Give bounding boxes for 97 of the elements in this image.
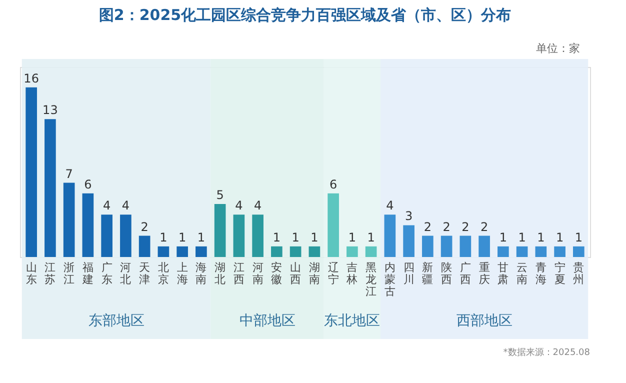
band-label: 东部地区 [88,313,144,329]
band-label: 西部地区 [456,313,512,329]
bar [498,246,509,257]
x-tick-label: 广西 [460,261,471,286]
data-label: 2 [462,220,470,234]
bar [440,236,452,257]
x-tick-label: 北京 [158,261,169,286]
data-label: 1 [574,230,582,244]
x-tick-label: 新疆 [422,261,434,286]
bar [63,182,75,257]
bar [233,214,245,257]
data-label: 5 [216,188,224,202]
bar [271,246,282,257]
data-label: 16 [24,71,39,86]
data-label: 2 [140,220,148,234]
data-label: 4 [254,198,262,213]
bar [478,236,490,257]
bar [44,119,56,257]
x-tick-label: 广东 [101,261,112,286]
bar [308,246,320,257]
bar [516,246,528,257]
bar [365,246,377,257]
chart-subtitle: 单位：家 [536,42,580,55]
data-label: 1 [499,230,507,244]
data-label: 6 [84,177,92,192]
x-tick-label: 甘肃 [498,261,509,286]
bar [196,246,207,257]
bar [384,214,396,257]
data-label: 1 [348,230,356,244]
data-label: 7 [65,166,73,181]
x-tick-label: 黑龙江 [366,261,377,298]
x-tick-label: 海南 [196,261,207,286]
data-label: 4 [122,198,130,213]
data-label: 4 [235,198,243,213]
bar [573,246,584,257]
bar [252,214,264,257]
x-tick-label: 辽宁 [328,261,339,286]
bar [403,225,414,257]
bar [26,87,37,257]
chart-title: 图2：2025化工园区综合竞争力百强区域及省（市、区）分布 [98,6,512,24]
x-tick-label: 上海 [176,261,188,286]
bar [120,214,132,257]
data-label: 2 [424,220,432,234]
x-tick-label: 青海 [535,261,546,286]
data-label: 4 [103,198,111,213]
data-label: 2 [442,220,450,234]
x-tick-label: 贵州 [573,261,584,286]
bar [460,236,472,257]
x-tick-label: 山东 [26,261,37,286]
x-tick-label: 宁夏 [554,261,566,286]
x-tick-label: 福建 [81,261,94,286]
data-label: 3 [404,209,413,224]
x-tick-label: 陕西 [441,261,452,286]
data-label: 13 [42,103,58,118]
bar [158,246,170,257]
bar [346,246,358,257]
x-tick-label: 安徽 [271,261,282,286]
data-label: 1 [518,230,526,244]
x-tick-label: 浙江 [64,261,75,286]
data-label: 1 [197,230,206,244]
x-tick-label: 重庆 [478,261,490,286]
data-label: 1 [160,230,168,244]
bar [176,246,188,257]
x-tick-label: 江西 [233,261,244,286]
bar [82,193,94,257]
bar [138,236,150,257]
data-label: 1 [292,230,300,244]
x-tick-label: 四川 [403,261,414,286]
x-tick-label: 江苏 [44,261,56,286]
data-label: 1 [310,230,318,244]
band-label: 东北地区 [324,313,380,329]
bar [422,236,434,257]
data-label: 1 [178,230,186,244]
x-tick-label: 湖南 [308,261,320,286]
data-label: 1 [367,230,375,244]
bar [554,246,566,257]
data-label: 1 [556,230,564,244]
bar [214,204,226,257]
x-tick-label: 河北 [120,261,132,286]
x-tick-label: 湖北 [214,261,226,286]
data-label: 1 [537,230,545,244]
x-tick-label: 吉林 [346,261,358,286]
text: *数据来源：2025.08 [503,347,590,358]
data-label: 6 [329,177,338,192]
data-label: 1 [272,230,281,244]
data-label: 2 [480,220,488,234]
bar [290,246,302,257]
x-tick-label: 河南 [252,261,264,286]
x-tick-label: 山西 [290,261,302,286]
x-tick-label: 内蒙古 [384,261,396,298]
x-tick-label: 天津 [139,261,150,286]
bar [535,246,547,257]
bar [101,214,112,257]
x-tick-label: 云南 [516,261,528,286]
band-label: 中部地区 [239,313,296,329]
bar [328,193,339,257]
data-label: 4 [386,198,394,213]
